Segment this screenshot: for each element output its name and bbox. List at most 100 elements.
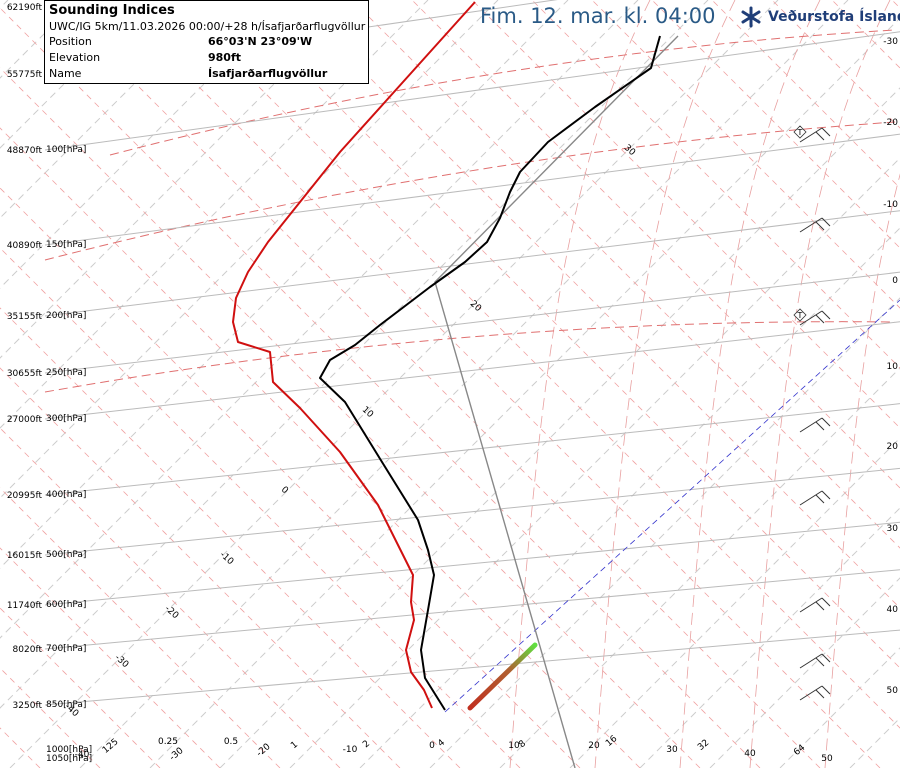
bottom-axis-label: 2 — [361, 739, 372, 750]
isotherm-line — [219, 87, 900, 768]
altitude-label: 11740ft — [7, 601, 43, 611]
right-axis-label: 30 — [887, 524, 899, 534]
sounding-indices-box: Sounding Indices UWC/IG 5km/11.03.2026 0… — [44, 0, 369, 84]
wind-barb-flag — [821, 217, 831, 227]
pressure-label: 500[hPa] — [46, 550, 86, 560]
moist-adiabat-line — [679, 0, 821, 768]
wind-barb-staff — [799, 597, 823, 613]
pressure-label: 200[hPa] — [46, 311, 86, 321]
isotherm-line — [0, 0, 709, 709]
isotherm-label: -30 — [113, 653, 131, 670]
dry-adiabat-line — [291, 0, 900, 609]
isobar-line — [44, 210, 900, 317]
wind-barb — [799, 490, 831, 506]
wind-barb-flag — [821, 127, 831, 137]
pressure-label: 1050[hPa] — [46, 754, 92, 764]
info-subtitle: UWC/IG 5km/11.03.2026 00:00/+28 h/Ísafja… — [49, 20, 366, 33]
bottom-axis-label: 30 — [666, 745, 678, 755]
altitude-label: 8020ft — [13, 645, 43, 655]
wind-barb-flag — [815, 494, 825, 504]
bottom-axis-label: 0.5 — [224, 737, 238, 747]
isotherm-label: -20 — [163, 604, 181, 621]
right-axis-label: -10 — [883, 200, 898, 210]
dry-adiabat-line — [771, 0, 900, 129]
stable-layer-line — [44, 321, 896, 393]
dry-adiabat-line — [0, 487, 281, 768]
instability-segment — [467, 642, 538, 711]
wind-barb-staff — [799, 310, 823, 326]
logo: Veðurstofa Íslands — [738, 6, 900, 28]
stable-layer-line — [109, 29, 896, 156]
pressure-label: 300[hPa] — [46, 414, 86, 424]
wind-barb — [799, 653, 831, 669]
right-axis-label: -20 — [883, 118, 898, 128]
isotherm-label: 30 — [622, 143, 637, 158]
wind-barb — [793, 308, 831, 326]
pressure-label: 600[hPa] — [46, 600, 86, 610]
isobar-line — [44, 133, 900, 246]
bottom-axis-label: 1 — [289, 740, 300, 751]
pressure-label: 1000[hPa] — [46, 745, 92, 755]
tropopause-marker-icon — [793, 308, 807, 322]
isotherm-line — [499, 367, 900, 768]
info-row-elevation: Elevation 980ft — [49, 50, 364, 66]
logo-text: Veðurstofa Íslands — [768, 9, 900, 25]
isotherm-line — [639, 507, 900, 768]
bottom-axis-label: 4 — [436, 738, 447, 750]
isobar-line — [44, 629, 900, 706]
info-title: Sounding Indices — [49, 3, 175, 18]
wind-barb-flag — [815, 657, 825, 667]
isotherm-line — [0, 0, 289, 289]
isotherm-label: 20 — [468, 299, 483, 314]
altitude-label: 40890ft — [7, 241, 43, 251]
isotherm-line — [0, 0, 569, 569]
dry-adiabat-line — [591, 0, 900, 309]
isotherm-line — [779, 647, 900, 768]
info-value: Ísafjarðarflugvöllur — [208, 67, 328, 80]
moist-adiabat-line — [824, 173, 900, 768]
wind-barb-flag — [821, 685, 831, 695]
wind-barb-flag — [821, 417, 831, 427]
dry-adiabat-line — [411, 0, 900, 489]
wind-barb-staff — [799, 217, 823, 233]
altitude-label: 16015ft — [7, 551, 43, 561]
isotherm-line — [149, 17, 900, 768]
wind-barb-staff — [799, 653, 823, 669]
wind-barb — [799, 217, 831, 233]
isotherm-line — [0, 0, 9, 9]
wind-barb — [793, 125, 831, 143]
dry-adiabat-line — [711, 0, 900, 189]
right-axis-label: 40 — [887, 605, 899, 615]
isotherm-line — [359, 227, 900, 768]
isobar-line — [44, 271, 900, 374]
forecast-time-title: Fim. 12. mar. kl. 04:00 — [480, 4, 716, 28]
isotherm-line — [0, 0, 359, 359]
dry-adiabat-line — [0, 187, 581, 768]
bottom-axis-label: 0.25 — [158, 737, 178, 747]
altitude-label: 30655ft — [7, 369, 43, 379]
isotherm-line — [0, 0, 149, 149]
info-key: Elevation — [49, 51, 101, 64]
dry-adiabat-line — [831, 0, 900, 69]
isobar-line — [44, 403, 900, 496]
dry-adiabat-line — [231, 0, 900, 669]
wind-barb-flag — [815, 601, 825, 611]
dry-adiabat-line — [531, 0, 900, 369]
wind-barb-flag — [815, 689, 825, 699]
isotherm-label: 0 — [279, 485, 290, 496]
info-row-position: Position 66°03'N 23°09'W — [49, 34, 364, 50]
bottom-axis-label: 40 — [744, 749, 756, 759]
wind-barb-staff — [799, 417, 823, 433]
info-value: 980ft — [208, 51, 242, 64]
bottom-axis-label: 125 — [101, 737, 121, 756]
isotherm-line — [569, 437, 900, 768]
wind-barb — [799, 597, 831, 613]
wind-barb-flag — [821, 597, 831, 607]
isotherm-line — [849, 717, 900, 768]
wind-barb-flag — [821, 310, 831, 320]
wind-barb-flag — [815, 421, 825, 431]
wind-barb-staff — [799, 685, 823, 701]
stable-layer-line — [44, 121, 896, 261]
bottom-axis-label: 50 — [821, 754, 833, 764]
isotherm-label: 10 — [360, 405, 375, 420]
